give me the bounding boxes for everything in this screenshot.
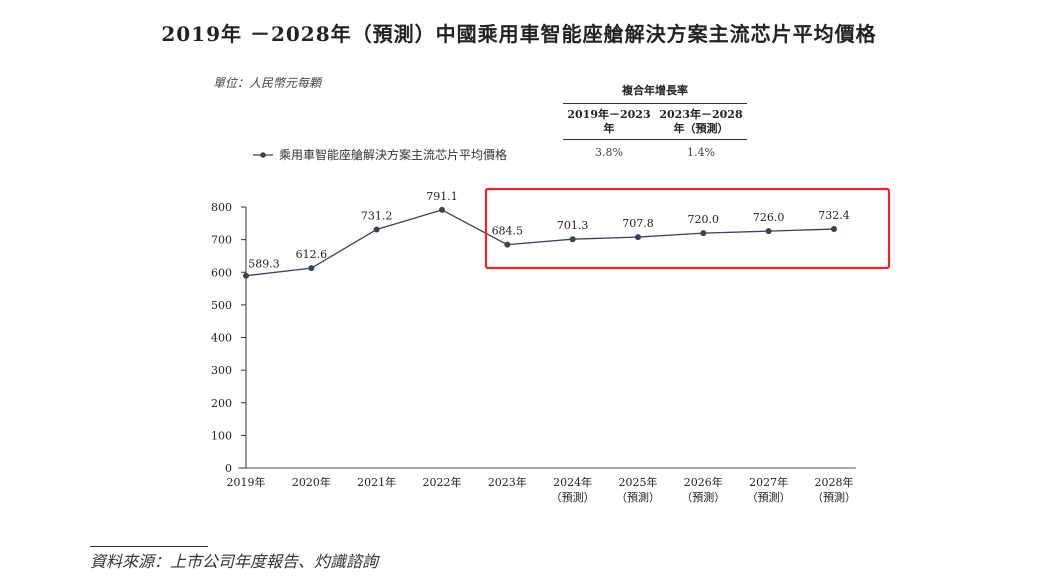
y-tick-label: 200 — [211, 397, 232, 410]
data-label: 726.0 — [753, 211, 785, 224]
cagr-value-1: 3.8% — [595, 146, 623, 159]
data-point — [373, 226, 380, 233]
source-divider — [90, 546, 208, 547]
x-tick-label: 2024年 — [553, 475, 592, 489]
data-label: 612.6 — [296, 248, 328, 261]
data-point — [308, 265, 315, 272]
chart-title: 2019年 －2028年（預測）中國乘用車智能座艙解決方案主流芯片平均價格 — [161, 22, 877, 46]
highlight-box — [484, 187, 891, 270]
x-tick-sublabel: （預測） — [551, 490, 595, 504]
y-tick-label: 300 — [211, 364, 232, 377]
data-label: 720.0 — [688, 213, 720, 226]
legend-line-marker-icon — [253, 151, 273, 158]
data-label: 732.4 — [818, 209, 850, 222]
x-tick-sublabel: （預測） — [616, 490, 660, 504]
x-tick-sublabel: （預測） — [812, 490, 856, 504]
x-tick-sublabel: （預測） — [747, 490, 791, 504]
data-point — [438, 206, 445, 213]
unit-label: 單位：人民幣元每顆 — [213, 76, 322, 90]
y-tick-label: 600 — [211, 266, 232, 279]
data-label: 731.2 — [361, 209, 393, 222]
data-label: 684.5 — [492, 225, 524, 238]
data-label: 589.3 — [248, 258, 280, 271]
x-tick-label: 2028年 — [814, 475, 853, 489]
legend: 乘用車智能座艙解決方案主流芯片平均價格 — [253, 146, 507, 163]
x-tick-label: 2023年 — [488, 475, 527, 489]
x-tick-label: 2022年 — [422, 475, 461, 489]
y-tick-label: 400 — [211, 332, 232, 345]
y-tick-label: 500 — [211, 299, 232, 312]
cagr-value-2: 1.4% — [687, 146, 715, 159]
data-point — [569, 236, 576, 243]
y-tick-label: 100 — [211, 429, 232, 442]
data-point — [504, 241, 511, 248]
x-tick-label: 2019年 — [227, 475, 266, 489]
data-label: 791.1 — [426, 190, 458, 203]
x-tick-label: 2020年 — [292, 475, 331, 489]
y-tick-label: 0 — [225, 462, 232, 475]
x-tick-label: 2021年 — [357, 475, 396, 489]
x-tick-sublabel: （預測） — [681, 490, 725, 504]
y-tick-label: 700 — [211, 234, 232, 247]
cagr-table: 複合年增長率 2019年－2023年 2023年－2028年（預測） 3.8% … — [563, 82, 747, 159]
cagr-header-2: 2023年－2028年（預測） — [655, 108, 747, 136]
series-line — [245, 209, 834, 277]
cagr-header-1: 2019年－2023年 — [563, 108, 655, 136]
cagr-header-2-text: 2023年－2028年（預測） — [659, 108, 743, 135]
data-point — [700, 230, 707, 237]
x-tick-label: 2026年 — [684, 475, 723, 489]
cagr-header-1-text: 2019年－2023年 — [567, 108, 651, 135]
x-tick-label: 2025年 — [618, 475, 657, 489]
y-tick-label: 800 — [211, 201, 232, 214]
x-tick-label: 2027年 — [749, 475, 788, 489]
source-note: 資料來源：上市公司年度報告、灼識諮詢 — [90, 552, 379, 571]
data-point — [830, 226, 837, 233]
data-point — [243, 272, 249, 279]
data-label: 701.3 — [557, 219, 589, 232]
data-point — [765, 228, 772, 235]
cagr-values-row: 3.8% 1.4% — [563, 140, 747, 159]
data-point — [634, 234, 641, 241]
legend-label: 乘用車智能座艙解決方案主流芯片平均價格 — [279, 148, 508, 162]
cagr-header-row: 2019年－2023年 2023年－2028年（預測） — [563, 104, 747, 140]
cagr-title: 複合年增長率 — [563, 82, 747, 104]
data-label: 707.8 — [622, 217, 654, 230]
